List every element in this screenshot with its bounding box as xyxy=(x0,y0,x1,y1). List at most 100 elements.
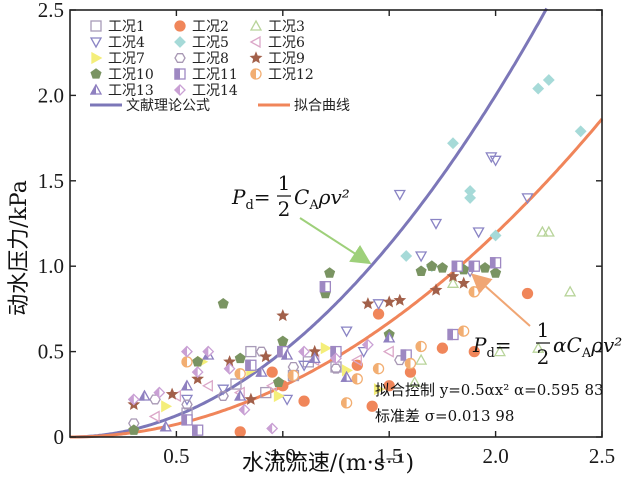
data-point xyxy=(161,400,173,413)
data-point xyxy=(340,326,353,338)
fit-arrow xyxy=(471,273,531,327)
legend-marker xyxy=(174,53,186,63)
data-point xyxy=(489,155,502,167)
svg-text:CAρv²: CAρv² xyxy=(294,185,350,213)
data-point xyxy=(400,250,413,262)
theory-formula-den: 2 xyxy=(278,197,291,221)
legend-marker xyxy=(90,20,102,32)
fit-formula-lhs: P xyxy=(472,333,487,357)
data-point xyxy=(532,341,545,353)
data-point xyxy=(357,346,370,358)
data-point xyxy=(542,225,555,237)
x-tick-label: 1.0 xyxy=(270,444,296,468)
data-point xyxy=(201,379,213,392)
data-point-fill xyxy=(298,345,305,358)
data-point-fill xyxy=(181,379,188,391)
y-axis-title: 动水压力/kPa xyxy=(7,180,32,316)
svg-text:Pd=: Pd= xyxy=(472,333,512,361)
x-tick-label: 1.5 xyxy=(376,444,402,468)
data-point xyxy=(415,265,427,277)
data-point xyxy=(373,383,385,396)
data-point xyxy=(446,269,460,282)
data-point xyxy=(542,74,555,86)
data-point xyxy=(372,299,385,311)
data-point-fill xyxy=(319,281,326,293)
data-point xyxy=(429,218,443,230)
data-point xyxy=(521,287,534,300)
data-point-fill xyxy=(181,345,188,358)
data-point-fill xyxy=(153,386,160,399)
curve-theory xyxy=(70,7,548,439)
data-point-fill xyxy=(340,371,347,382)
legend-label: 工况14 xyxy=(192,83,238,99)
fit-formula-lhs-sub: d xyxy=(486,346,494,361)
data-point xyxy=(468,345,480,358)
data-point-fill xyxy=(181,356,188,368)
legend-marker xyxy=(249,35,261,49)
legend-label: 工况9 xyxy=(268,51,305,67)
fit-formula-rhs: αC xyxy=(553,333,582,357)
data-point xyxy=(414,353,428,365)
data-point xyxy=(436,342,449,354)
legend-marker xyxy=(91,51,103,65)
fit-formula-den: 2 xyxy=(537,345,550,369)
y-tick-label: 2.5 xyxy=(38,0,64,22)
data-point-fill xyxy=(181,414,188,426)
data-point-fill xyxy=(245,359,251,371)
data-point xyxy=(426,260,438,271)
data-point xyxy=(414,251,428,263)
data-point xyxy=(408,375,421,387)
data-point-fill xyxy=(340,397,347,409)
legend-label: 工况11 xyxy=(192,67,238,83)
legend-label: 工况2 xyxy=(192,19,229,35)
data-point xyxy=(217,384,230,396)
legend-marker-fill xyxy=(250,68,256,80)
theory-arrow xyxy=(299,217,372,265)
std-error-note: 标准差 σ=0.013 98 xyxy=(375,407,514,425)
data-point-fill xyxy=(330,352,336,365)
data-point xyxy=(446,276,460,288)
legend-label: 拟合曲线 xyxy=(294,98,350,114)
fit-formula-num: 1 xyxy=(537,318,550,342)
data-point xyxy=(280,394,294,406)
data-point xyxy=(298,395,310,407)
data-point xyxy=(245,345,257,358)
data-point xyxy=(230,378,242,390)
data-point-fill xyxy=(191,366,198,378)
data-point-fill xyxy=(361,338,368,351)
x-tick-label: 2.0 xyxy=(482,444,508,468)
data-point xyxy=(320,342,332,355)
data-point-fill xyxy=(127,393,134,406)
data-point xyxy=(234,352,246,364)
y-tick-label: 1.0 xyxy=(38,254,64,278)
data-point xyxy=(436,262,448,273)
data-point xyxy=(361,297,375,310)
data-point-fill xyxy=(277,345,283,358)
data-point-fill xyxy=(468,260,475,272)
data-point xyxy=(429,283,443,296)
legend-label: 文献理论公式 xyxy=(126,98,210,114)
data-point-fill xyxy=(238,403,245,416)
data-point xyxy=(479,262,491,273)
legend-label: 工况3 xyxy=(268,19,305,35)
x-axis-title: 水流流速/(m·s⁻¹) xyxy=(242,451,414,476)
data-point-fill xyxy=(202,345,209,358)
legend-marker-fill xyxy=(90,84,96,95)
data-point xyxy=(489,229,502,242)
data-point xyxy=(351,359,363,371)
fit-formula: Pd= 1 2 αCAρv² xyxy=(472,318,622,369)
legend-marker-fill xyxy=(174,84,180,96)
data-point xyxy=(234,426,246,438)
theory-formula-rhs-sub: A xyxy=(308,198,319,213)
legend-marker xyxy=(249,19,263,31)
data-point xyxy=(259,349,273,363)
legend-label: 工况12 xyxy=(268,67,314,83)
data-point xyxy=(297,360,311,372)
plot-frame xyxy=(69,9,603,438)
data-point-fill xyxy=(308,352,315,364)
data-point xyxy=(217,391,229,401)
legend-marker-fill xyxy=(174,68,180,80)
x-tick-label: 2.5 xyxy=(589,444,615,468)
data-point-fill xyxy=(159,420,166,432)
data-point xyxy=(536,225,549,237)
